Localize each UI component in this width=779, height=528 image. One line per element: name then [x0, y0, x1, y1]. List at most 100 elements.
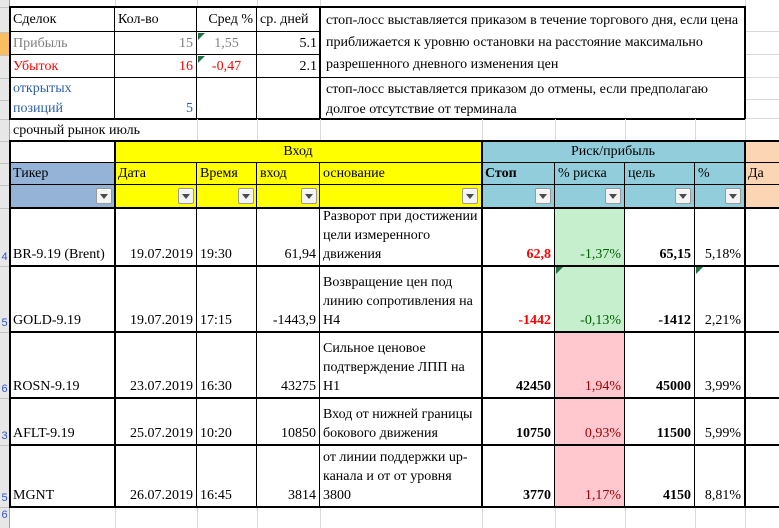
- active-row-header-highlight[interactable]: [0, 32, 9, 55]
- next-filter-cell[interactable]: [745, 185, 779, 208]
- filter-dropdown-basis[interactable]: [462, 188, 478, 204]
- next-cell[interactable]: [745, 398, 779, 445]
- next-cell[interactable]: [745, 208, 779, 266]
- row-number[interactable]: 6: [1, 383, 8, 395]
- time-cell[interactable]: 17:15: [197, 266, 257, 332]
- filter-dropdown-stop[interactable]: [535, 188, 551, 204]
- date-cell[interactable]: 25.07.2019: [115, 398, 197, 445]
- filter-dropdown-date[interactable]: [178, 188, 194, 204]
- loss-count-cell[interactable]: 16: [115, 55, 197, 78]
- entry-column-header[interactable]: вход: [257, 163, 320, 185]
- basis-filter-cell[interactable]: [320, 185, 482, 208]
- entry-cell[interactable]: -1443,9: [257, 266, 320, 332]
- risk-group-header[interactable]: Риск/прибыль: [482, 141, 745, 163]
- stats-header-deals[interactable]: Сделок: [10, 7, 115, 32]
- pct-cell[interactable]: 8,81%: [695, 445, 745, 507]
- risk-pct-column-header[interactable]: % риска: [555, 163, 625, 185]
- entry-cell[interactable]: 3814: [257, 445, 320, 507]
- target-cell[interactable]: -1412: [625, 266, 695, 332]
- ticker-cell[interactable]: GOLD-9.19: [10, 266, 115, 332]
- basis-column-header[interactable]: основание: [320, 163, 482, 185]
- entry-cell[interactable]: 61,94: [257, 208, 320, 266]
- date-column-header[interactable]: Дата: [115, 163, 197, 185]
- stop-cell[interactable]: 10750: [482, 398, 555, 445]
- open-positions-label-cell[interactable]: открытых позиций: [10, 78, 115, 119]
- basis-cell[interactable]: Вход от нижней границы бокового движения: [320, 398, 482, 445]
- filter-dropdown-target[interactable]: [675, 188, 691, 204]
- open-positions-count-cell[interactable]: 5: [115, 78, 197, 119]
- stats-header-count[interactable]: Кол-во: [115, 7, 197, 32]
- stop-cell[interactable]: 42450: [482, 332, 555, 398]
- empty-cell[interactable]: [197, 78, 257, 119]
- entry-cell[interactable]: 43275: [257, 332, 320, 398]
- pct-column-header[interactable]: %: [695, 163, 745, 185]
- loss-avgdays-cell[interactable]: 2.1: [257, 55, 320, 78]
- target-cell[interactable]: 65,15: [625, 208, 695, 266]
- target-cell[interactable]: 4150: [625, 445, 695, 507]
- risk-pct-cell[interactable]: -0,13%: [555, 266, 625, 332]
- basis-cell[interactable]: от линии поддержки up-канала и от от уро…: [320, 445, 482, 507]
- next-cell[interactable]: [745, 332, 779, 398]
- row-number[interactable]: 4: [1, 251, 8, 263]
- date-cell[interactable]: 19.07.2019: [115, 266, 197, 332]
- pct-cell[interactable]: 2,21%: [695, 266, 745, 332]
- filter-dropdown-time[interactable]: [238, 188, 254, 204]
- profit-avgpct-cell[interactable]: 1,55: [197, 32, 257, 55]
- row-number[interactable]: 5: [1, 492, 8, 504]
- ticker-cell[interactable]: BR-9.19 (Brent): [10, 208, 115, 266]
- risk-pct-cell[interactable]: 1,94%: [555, 332, 625, 398]
- ticker-cell[interactable]: ROSN-9.19: [10, 332, 115, 398]
- time-cell[interactable]: 19:30: [197, 208, 257, 266]
- target-cell[interactable]: 45000: [625, 332, 695, 398]
- next-column-header[interactable]: Да: [745, 163, 779, 185]
- ticker-column-header[interactable]: Тикер: [10, 163, 115, 185]
- stop-loss-note-intraday[interactable]: стоп-лосс выставляется приказом в течени…: [321, 8, 744, 77]
- risk-pct-cell[interactable]: 0,93%: [555, 398, 625, 445]
- loss-label-cell[interactable]: Убыток: [10, 55, 115, 78]
- filter-dropdown-ticker[interactable]: [96, 188, 112, 204]
- date-cell[interactable]: 19.07.2019: [115, 208, 197, 266]
- row-number[interactable]: 6: [1, 509, 8, 521]
- stats-header-avgdays[interactable]: ср. дней: [257, 7, 320, 32]
- stop-cell[interactable]: 62,8: [482, 208, 555, 266]
- section-label[interactable]: срочный рынок июль: [13, 122, 140, 138]
- entry-cell[interactable]: 10850: [257, 398, 320, 445]
- empty-cell[interactable]: [257, 78, 320, 119]
- next-group-cell[interactable]: [745, 141, 779, 163]
- next-cell[interactable]: [745, 266, 779, 332]
- risk-pct-cell[interactable]: 1,17%: [555, 445, 625, 507]
- ticker-cell[interactable]: MGNT: [10, 445, 115, 507]
- time-cell[interactable]: 16:45: [197, 445, 257, 507]
- profit-label-cell[interactable]: Прибыль: [10, 32, 115, 55]
- time-cell[interactable]: 10:20: [197, 398, 257, 445]
- basis-cell[interactable]: Разворот при достижении цели измеренного…: [320, 208, 482, 266]
- stop-loss-note-gtc[interactable]: стоп-лосс выставляется приказом до отмен…: [321, 78, 744, 119]
- date-cell[interactable]: 26.07.2019: [115, 445, 197, 507]
- target-column-header[interactable]: цель: [625, 163, 695, 185]
- time-column-header[interactable]: Время: [197, 163, 257, 185]
- basis-cell[interactable]: Возвращение цен под линию сопротивления …: [320, 266, 482, 332]
- entry-group-header[interactable]: Вход: [115, 141, 482, 163]
- date-cell[interactable]: 23.07.2019: [115, 332, 197, 398]
- row-number[interactable]: 5: [1, 317, 8, 329]
- entry-group-corner-cell[interactable]: [10, 141, 115, 163]
- filter-dropdown-risk-pct[interactable]: [605, 188, 621, 204]
- filter-dropdown-pct[interactable]: [725, 188, 741, 204]
- stop-cell[interactable]: -1442: [482, 266, 555, 332]
- time-cell[interactable]: 16:30: [197, 332, 257, 398]
- ticker-cell[interactable]: AFLT-9.19: [10, 398, 115, 445]
- profit-avgdays-cell[interactable]: 5.1: [257, 32, 320, 55]
- stats-header-avgpct[interactable]: Сред %: [197, 7, 257, 32]
- basis-cell[interactable]: Сильное ценовое подтверждение ЛПП на Н1: [320, 332, 482, 398]
- stop-column-header[interactable]: Стоп: [482, 163, 555, 185]
- filter-dropdown-entry[interactable]: [301, 188, 317, 204]
- pct-cell[interactable]: 3,99%: [695, 332, 745, 398]
- profit-count-cell[interactable]: 15: [115, 32, 197, 55]
- loss-avgpct-cell[interactable]: -0,47: [197, 55, 257, 78]
- target-cell[interactable]: 11500: [625, 398, 695, 445]
- row-number[interactable]: 3: [1, 430, 8, 442]
- pct-cell[interactable]: 5,99%: [695, 398, 745, 445]
- next-cell[interactable]: [745, 445, 779, 507]
- pct-cell[interactable]: 5,18%: [695, 208, 745, 266]
- stop-cell[interactable]: 3770: [482, 445, 555, 507]
